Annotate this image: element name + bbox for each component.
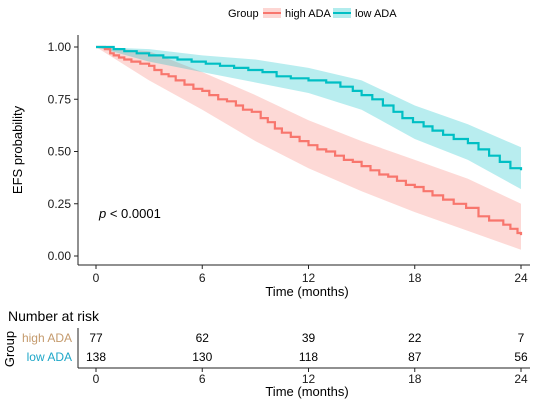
risk-table-title: Number at risk bbox=[8, 308, 100, 324]
confidence-bands bbox=[96, 47, 521, 250]
risk-count-low-ada-24: 56 bbox=[514, 350, 528, 364]
x-axis-ticks: 0 6 12 18 24 bbox=[93, 265, 528, 285]
risk-x-tick-label: 0 bbox=[93, 372, 100, 386]
legend: Group high ADA low ADA bbox=[228, 8, 397, 20]
risk-count-low-ada-0: 138 bbox=[86, 350, 106, 364]
legend-high-ada-label: high ADA bbox=[285, 8, 332, 20]
risk-table-group-label: Group bbox=[2, 331, 17, 367]
x-tick-label: 12 bbox=[302, 271, 316, 285]
high-ada-confidence-band bbox=[96, 47, 521, 250]
survival-curves bbox=[96, 45, 523, 236]
risk-count-low-ada-6: 130 bbox=[192, 350, 212, 364]
x-tick-label: 24 bbox=[514, 271, 528, 285]
x-axis-title: Time (months) bbox=[265, 284, 348, 299]
risk-count-high-ada-6: 62 bbox=[196, 331, 210, 345]
y-tick-label: 1.00 bbox=[48, 40, 72, 54]
risk-count-low-ada-12: 118 bbox=[299, 350, 318, 364]
y-tick-label: 0.50 bbox=[48, 145, 72, 159]
risk-count-low-ada-18: 87 bbox=[408, 350, 422, 364]
risk-x-tick-label: 6 bbox=[199, 372, 206, 386]
plot-area: 0.00 0.25 0.50 0.75 1.00 0 6 12 18 24 p < 0.0001… bbox=[10, 35, 530, 299]
y-tick-label: 0.25 bbox=[48, 197, 72, 211]
legend-low-ada-band-swatch bbox=[333, 8, 351, 18]
risk-count-high-ada-0: 77 bbox=[89, 331, 103, 345]
x-tick-label: 6 bbox=[199, 271, 206, 285]
high-ada-survival-line bbox=[96, 45, 523, 236]
x-tick-label: 0 bbox=[93, 271, 100, 285]
legend-high-ada-band-swatch bbox=[263, 8, 281, 18]
risk-table-rows: high ADA 77 62 39 22 7 low ADA 138 130 118 87 56 bbox=[22, 331, 528, 364]
risk-count-high-ada-12: 39 bbox=[302, 331, 316, 345]
x-tick-label: 18 bbox=[408, 271, 422, 285]
low-ada-confidence-band bbox=[96, 47, 521, 190]
y-tick-label: 0.75 bbox=[48, 92, 72, 106]
y-tick-label: 0.00 bbox=[48, 249, 72, 263]
p-value-text: < 0.0001 bbox=[106, 206, 161, 221]
risk-x-axis-title: Time (months) bbox=[265, 384, 348, 399]
y-axis-title: EFS probability bbox=[10, 105, 25, 194]
risk-x-axis-ticks: 0 6 12 18 24 bbox=[93, 368, 528, 386]
risk-x-tick-label: 18 bbox=[408, 372, 422, 386]
risk-row-label-high-ada: high ADA bbox=[22, 331, 72, 345]
legend-title: Group bbox=[228, 8, 259, 20]
risk-x-tick-label: 12 bbox=[302, 372, 316, 386]
risk-table: Number at risk Group high ADA 77 62 39 22 7 lo… bbox=[2, 308, 530, 399]
risk-count-high-ada-24: 7 bbox=[518, 331, 525, 345]
legend-low-ada-label: low ADA bbox=[355, 8, 397, 20]
low-ada-survival-line bbox=[96, 45, 523, 171]
p-value-annotation: p < 0.0001 bbox=[98, 206, 161, 221]
risk-count-high-ada-18: 22 bbox=[408, 331, 422, 345]
p-value-symbol: p bbox=[98, 206, 106, 221]
y-axis-ticks: 0.00 0.25 0.50 0.75 1.00 bbox=[48, 40, 78, 263]
risk-row-label-low-ada: low ADA bbox=[27, 350, 72, 364]
risk-x-tick-label: 24 bbox=[514, 372, 528, 386]
